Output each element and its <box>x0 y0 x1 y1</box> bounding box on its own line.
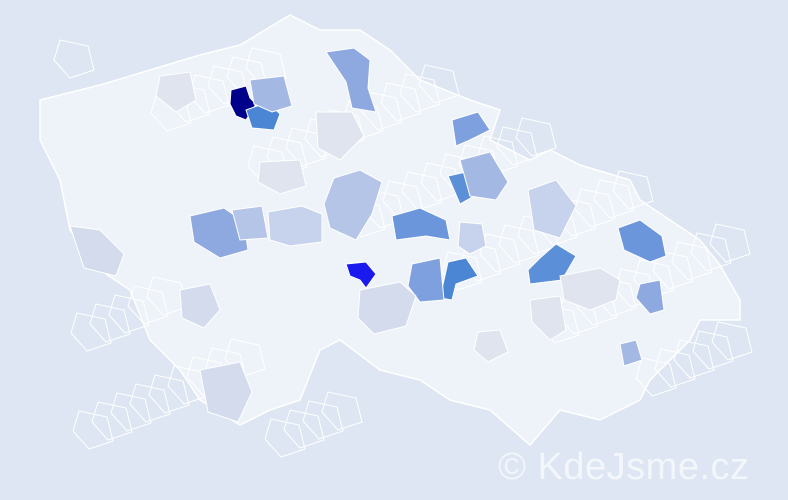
district-border <box>671 241 713 281</box>
district-border <box>479 233 521 273</box>
highlighted-district <box>473 329 509 363</box>
district-border <box>91 401 133 441</box>
district-border <box>108 294 150 334</box>
district-border <box>673 339 715 379</box>
highlighted-district <box>357 281 417 335</box>
district-border <box>612 170 654 210</box>
district-border <box>711 321 753 361</box>
district-border <box>420 162 462 202</box>
highlighted-district <box>391 207 451 241</box>
highlighted-district <box>457 221 487 255</box>
district-border <box>146 276 188 316</box>
highlighted-district <box>527 179 577 239</box>
district-border <box>285 127 327 167</box>
highlighted-district <box>619 339 643 367</box>
highlighted-district <box>69 225 125 277</box>
highlighted-district <box>231 205 269 241</box>
district-border <box>127 285 169 325</box>
district-border <box>167 365 209 405</box>
highlighted-district <box>189 207 249 259</box>
highlighted-district <box>325 47 377 113</box>
district-border <box>302 400 344 440</box>
district-border <box>635 357 677 397</box>
highlighted-district <box>451 111 491 147</box>
highlighted-district <box>459 151 509 201</box>
highlighted-district <box>315 111 365 161</box>
district-border <box>72 410 114 450</box>
district-border <box>418 64 460 104</box>
highlighted-district <box>179 283 221 329</box>
district-border <box>89 303 131 343</box>
highlighted-district <box>257 159 307 195</box>
district-border <box>401 171 443 211</box>
highlighted-district <box>199 361 253 423</box>
highlighted-district <box>267 205 323 247</box>
district-border <box>690 232 732 272</box>
highlighted-district <box>635 279 665 315</box>
highlighted-district <box>155 71 197 113</box>
highlighted-district <box>529 295 567 341</box>
district-border <box>709 223 751 263</box>
district-border <box>498 224 540 264</box>
district-border <box>593 179 635 219</box>
district-border <box>283 409 325 449</box>
district-border <box>654 348 696 388</box>
highlighted-district <box>617 219 667 263</box>
district-border <box>496 126 538 166</box>
district-border <box>692 330 734 370</box>
highlighted-district <box>249 75 293 113</box>
district-border <box>264 418 306 458</box>
district-border <box>477 135 519 175</box>
district-border <box>110 392 152 432</box>
district-border <box>321 391 363 431</box>
highlighted-district <box>323 169 383 241</box>
highlighted-district <box>407 257 445 303</box>
district-border <box>129 383 171 423</box>
district-border <box>53 39 95 79</box>
district-border <box>380 82 422 122</box>
highlighted-districts <box>69 47 667 423</box>
district-border <box>399 73 441 113</box>
district-border <box>441 251 483 291</box>
district-border <box>652 250 694 290</box>
district-border <box>515 117 557 157</box>
highlighted-district <box>345 261 377 289</box>
district-border <box>148 374 190 414</box>
district-border <box>224 338 266 378</box>
district-border <box>70 312 112 352</box>
highlighted-district <box>559 267 621 311</box>
watermark: © KdeJsme.cz <box>498 446 750 488</box>
country-outline <box>39 14 741 447</box>
